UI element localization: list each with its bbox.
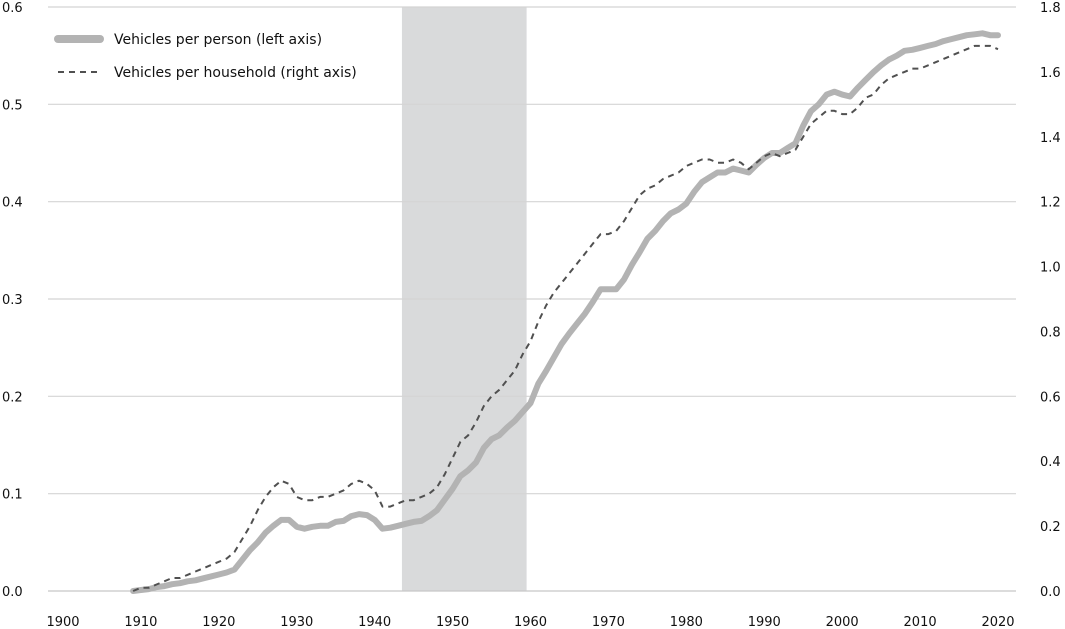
y-left-tick-label-2: 0.2 bbox=[2, 390, 23, 405]
y-right-tick-label-5: 1.0 bbox=[1040, 261, 1061, 276]
series-line-person bbox=[130, 30, 1001, 594]
y-left-tick-label-6: 0.6 bbox=[2, 1, 23, 16]
series-lines bbox=[130, 30, 1001, 594]
legend-label-household: Vehicles per household (right axis) bbox=[114, 65, 357, 81]
y-right-tick-label-2: 0.4 bbox=[1040, 455, 1061, 470]
y-right-tick-label-6: 1.2 bbox=[1040, 196, 1061, 211]
y-right-tick-label-7: 1.4 bbox=[1040, 131, 1061, 146]
series-line-household bbox=[132, 44, 999, 592]
y-right-tick-label-9: 1.8 bbox=[1040, 1, 1061, 16]
x-tick-label-0: 1900 bbox=[46, 615, 79, 629]
y-left-tick-label-3: 0.3 bbox=[2, 293, 23, 308]
y-right-tick-label-1: 0.2 bbox=[1040, 520, 1061, 535]
y-left-tick-label-1: 0.1 bbox=[2, 488, 23, 503]
y-right-tick-label-4: 0.8 bbox=[1040, 325, 1061, 340]
legend-label-person: Vehicles per person (left axis) bbox=[114, 32, 322, 48]
x-tick-label-5: 1950 bbox=[436, 615, 469, 629]
x-tick-label-6: 1960 bbox=[514, 615, 547, 629]
y-left-tick-label-5: 0.5 bbox=[2, 98, 23, 113]
y-left-tick-label-4: 0.4 bbox=[2, 196, 23, 211]
x-tick-label-1: 1910 bbox=[124, 615, 157, 629]
y-left-tick-label-0: 0.0 bbox=[2, 585, 23, 600]
x-tick-label-12: 2020 bbox=[981, 615, 1014, 629]
x-tick-label-7: 1970 bbox=[592, 615, 625, 629]
y-right-tick-label-3: 0.6 bbox=[1040, 390, 1061, 405]
x-tick-label-4: 1940 bbox=[358, 615, 391, 629]
legend: Vehicles per person (left axis) Vehicles… bbox=[54, 32, 357, 81]
x-tick-label-8: 1980 bbox=[670, 615, 703, 629]
x-tick-label-11: 2010 bbox=[904, 615, 937, 629]
x-tick-label-2: 1920 bbox=[202, 615, 235, 629]
x-tick-label-3: 1930 bbox=[280, 615, 313, 629]
x-tick-label-10: 2000 bbox=[826, 615, 859, 629]
y-right-tick-label-8: 1.6 bbox=[1040, 66, 1061, 81]
y-right-tick-label-0: 0.0 bbox=[1040, 585, 1061, 600]
x-tick-label-9: 1990 bbox=[748, 615, 781, 629]
